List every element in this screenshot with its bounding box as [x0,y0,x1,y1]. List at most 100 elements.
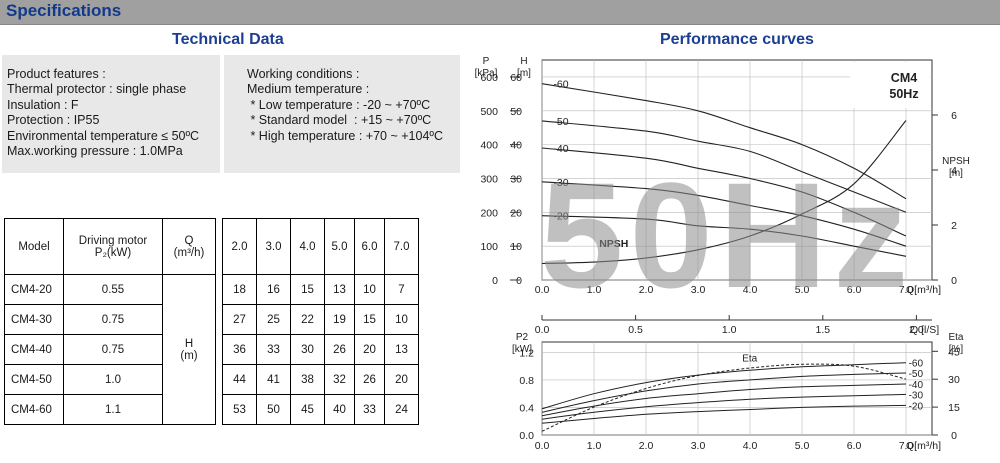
model-cell: CM4-50 [4,364,64,395]
product-features-box: Product features : Thermal protector : s… [2,55,220,173]
head-curve [541,147,907,237]
condition-line: * Low temperature : -20 ~ +70ºC [247,98,431,112]
series-label: -40 [909,380,924,391]
x-tick-label: 4.0 [743,284,758,296]
table-row: CM4-50 1.0 44 41 38 32 26 20 [4,364,419,395]
condition-line: Working conditions : [247,67,360,81]
feature-line: Insulation : F [7,98,79,112]
h-unit-cell: H (m) [162,274,216,425]
h-cell: 22 [290,304,325,335]
series-label: -30 [553,177,568,189]
condition-line: * Standard model : +15 ~ +70ºC [247,113,432,127]
model-label: CM4 [891,71,917,85]
y-tick-label: 20 [510,207,522,219]
series-label: -60 [553,79,568,91]
h-cell: 19 [324,304,355,335]
table-header-row: Model Driving motor P₂(kW) Q (m³/h) 2.0 … [4,218,419,275]
x-tick-label: 2.0 [639,440,654,452]
q-value: 6.0 [354,218,385,275]
page-title: Specifications [6,1,122,20]
h-cell: 24 [384,394,419,425]
bottom-plot-frame [541,341,933,436]
h-cell: 18 [222,274,257,305]
h-cell: 15 [354,304,385,335]
x-tick-label: 6.0 [847,440,862,452]
power-curve [541,393,907,420]
y-right-tick-label: 4 [951,165,957,177]
h-cell: 20 [384,364,419,395]
h-label: H [184,337,194,350]
y-right-tick-label: 45 [948,346,960,358]
y-left-tick-label: 500 [480,106,498,118]
y-left-tick-label: 100 [480,241,498,253]
h-cell: 10 [354,274,385,305]
head-curve [541,181,907,247]
y-right-tick-label: 0 [951,275,957,287]
h-cell: 32 [324,364,355,395]
y-left-tick-label: 400 [480,140,498,152]
y-axis-unit: [m] [517,68,531,79]
y-right-axis-label: NPSH [942,156,970,167]
power-cell: 0.75 [63,304,163,335]
y-right-axis-unit: [m] [949,168,963,179]
feature-line: Max.working pressure : 1.0MPa [7,144,183,158]
series-label: -50 [909,369,924,380]
q-value: 7.0 [384,218,419,275]
technical-data-title: Technical Data [172,31,284,48]
y-right-tick-label: 30 [948,374,960,386]
q-value: 5.0 [324,218,355,275]
y-tick-label: 50 [510,106,522,118]
series-label: -20 [553,211,568,223]
model-cell: CM4-60 [4,394,64,425]
model-cell: CM4-30 [4,304,64,335]
spec-table: Model Driving motor P₂(kW) Q (m³/h) 2.0 … [4,218,419,425]
freq-label: 50Hz [889,87,918,101]
h-cell: 10 [384,304,419,335]
y-tick-label: 30 [510,173,522,185]
h-cell: 15 [290,274,325,305]
q-value: 2.0 [222,218,257,275]
head-curve [541,83,907,200]
power-curve [541,372,907,413]
y-left-tick-label: 0 [492,275,498,287]
col-q-unit: (m³/h) [173,246,205,259]
model-cell: CM4-20 [4,274,64,305]
h-cell: 53 [222,394,257,425]
y-tick-label: 0.0 [519,430,534,442]
h-cell: 26 [324,334,355,365]
y-tick-label: 60 [510,72,522,84]
y-left-tick-label: 300 [480,173,498,185]
power-cell: 1.1 [63,394,163,425]
h-cell: 7 [384,274,419,305]
h-cell: 27 [222,304,257,335]
y-right-tick-label: 0 [951,430,957,442]
q-value: 4.0 [290,218,325,275]
col-q-label: Q [184,234,194,247]
x-tick-label: 7.0 [899,440,914,452]
x-tick-label: 3.0 [691,284,706,296]
y-right-tick-label: 6 [951,110,957,122]
y-right-axis-unit: [%] [949,344,964,355]
y-right-axis-label: Eta [948,332,963,343]
header-bar: Specifications [0,0,1000,25]
h-cell: 33 [354,394,385,425]
series-label: -60 [909,359,924,370]
npsh-curve [541,120,907,265]
power-curve [541,362,907,410]
head-curve [541,120,907,213]
table-row: CM4-40 0.75 36 33 30 26 20 13 [4,334,419,365]
working-conditions-box: Working conditions : Medium temperature … [224,55,460,173]
feature-line: Protection : IP55 [7,113,100,127]
x2-axis-label: Q [l/S] [910,324,939,336]
y-axis-label: P2 [516,332,529,343]
col-motor-header: Driving motor P₂(kW) [63,218,163,275]
table-row: CM4-60 1.1 53 50 45 40 33 24 [4,394,419,425]
feature-line: Thermal protector : single phase [7,82,187,96]
npsh-label: NPSH [599,238,628,250]
h-cell: 36 [222,334,257,365]
performance-chart-svg: 0.0 1.0 2.0 3.0 4.0 5.0 6.0 7.0Q[m³/h]001010020… [475,56,970,452]
series-label: -20 [909,401,924,412]
h-cell: 26 [354,364,385,395]
x-tick-label: 6.0 [847,284,862,296]
power-cell: 0.55 [63,274,163,305]
